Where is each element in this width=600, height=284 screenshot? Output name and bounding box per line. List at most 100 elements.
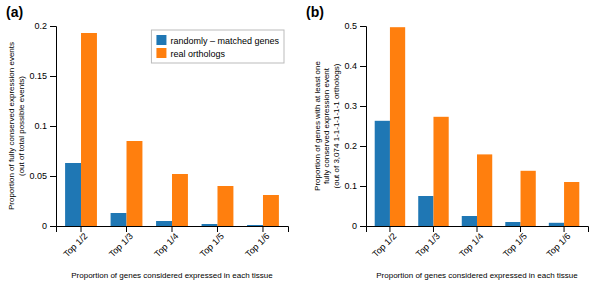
x-tick: Top 1/6	[545, 226, 573, 259]
legend-box	[151, 30, 284, 63]
bar	[127, 141, 143, 226]
y-tick-mark	[50, 176, 56, 177]
x-tick: Top 1/5	[501, 226, 529, 259]
x-tick-label: Top 1/3	[414, 231, 442, 259]
bar	[247, 225, 263, 226]
x-tick-label: Top 1/5	[198, 231, 226, 259]
y-tick: 0.15	[29, 71, 56, 81]
y-tick-label: 0	[42, 221, 47, 231]
y-tick-mark	[360, 106, 366, 107]
y-axis-title-line: (out of 3,074 1-1-1-1-1-1 orthologs)	[332, 63, 341, 188]
x-tick-label: Top 1/6	[545, 231, 573, 259]
panel: 00.050.10.150.2Top 1/2Top 1/3Top 1/4Top …	[6, 4, 289, 280]
bar	[263, 195, 279, 226]
bar	[462, 216, 477, 226]
y-tick-mark	[360, 226, 366, 227]
y-tick-label: 0.05	[29, 171, 47, 181]
y-tick-mark	[360, 26, 366, 27]
bar	[202, 224, 218, 226]
bar	[156, 221, 172, 226]
y-tick-label: 0.1	[34, 121, 47, 131]
y-tick: 0	[352, 221, 366, 231]
y-tick-label: 0.3	[344, 101, 357, 111]
y-tick-mark	[50, 126, 56, 127]
bar-series	[390, 27, 579, 226]
y-tick-mark	[360, 66, 366, 67]
x-tick: Top 1/4	[152, 226, 180, 259]
y-tick-label: 0.4	[344, 61, 357, 71]
y-axis-title-line: Proportion of genes with at least one	[313, 61, 322, 191]
legend-label: randomly – matched genes	[170, 36, 279, 46]
x-tick: Top 1/2	[370, 226, 398, 259]
y-tick: 0	[42, 221, 56, 231]
bar	[433, 117, 448, 226]
x-tick-label: Top 1/3	[107, 231, 135, 259]
x-axis-title: Proportion of genes considered expressed…	[71, 271, 273, 280]
y-tick: 0.1	[344, 181, 366, 191]
y-tick-label: 0.15	[29, 71, 47, 81]
bars	[375, 27, 580, 226]
bar	[81, 33, 97, 226]
y-tick-label: 0.5	[344, 21, 357, 31]
x-tick-label: Top 1/6	[243, 231, 271, 259]
x-axis-title: Proportion of genes considered expressed…	[376, 271, 578, 280]
x-tick-label: Top 1/4	[152, 231, 180, 259]
panel-title: (a)	[6, 4, 23, 20]
panel: 00.10.20.30.40.5Top 1/2Top 1/3Top 1/4Top…	[306, 4, 589, 280]
bar	[375, 121, 390, 226]
y-axis: 0 0.1 0.2 0.3 0.4 0.5	[344, 21, 366, 231]
legend: randomly – matched genes real orthologs	[151, 30, 284, 63]
y-tick: 0.2	[344, 141, 366, 151]
y-tick: 0.5	[344, 21, 366, 31]
y-tick: 0.4	[344, 61, 366, 71]
y-axis-line	[50, 27, 57, 227]
bar	[505, 222, 520, 226]
legend-swatch	[156, 48, 166, 58]
figure: 00.050.10.150.2Top 1/2Top 1/3Top 1/4Top …	[0, 0, 600, 284]
bar	[172, 174, 188, 226]
x-axis: Top 1/2 Top 1/3 Top 1/4 Top 1/5 Top 1/6	[57, 226, 289, 259]
x-tick-label: Top 1/5	[501, 231, 529, 259]
y-tick-label: 0.1	[344, 181, 357, 191]
y-axis-title: Proportion of genes with at least oneful…	[313, 61, 341, 191]
y-axis-title: Proportion of fully conserved expression…	[7, 42, 26, 210]
y-tick-label: 0.2	[344, 141, 357, 151]
legend-item: randomly – matched genes	[156, 35, 279, 46]
panel-title: (b)	[306, 4, 324, 20]
y-tick-mark	[50, 76, 56, 77]
x-axis: Top 1/2 Top 1/3 Top 1/4 Top 1/5 Top 1/6	[367, 226, 589, 259]
bar	[111, 213, 127, 226]
y-tick-mark	[360, 146, 366, 147]
y-tick-mark	[50, 26, 56, 27]
bar	[65, 163, 81, 226]
bar	[477, 154, 492, 226]
y-axis-title-line: fully conserved expression event	[322, 67, 331, 184]
y-axis-title-line: (out of total possible events)	[17, 76, 26, 176]
y-tick: 0.05	[29, 171, 56, 181]
y-tick-mark	[50, 226, 56, 227]
x-tick-label: Top 1/4	[457, 231, 485, 259]
x-tick-label: Top 1/2	[370, 231, 398, 259]
y-axis-line	[360, 27, 367, 227]
y-tick: 0.2	[34, 21, 56, 31]
x-tick: Top 1/4	[457, 226, 485, 259]
x-tick-label: Top 1/2	[61, 231, 89, 259]
x-tick: Top 1/2	[61, 226, 89, 259]
bar	[549, 223, 564, 226]
bar	[521, 171, 536, 226]
y-tick: 0.3	[344, 101, 366, 111]
y-tick: 0.1	[34, 121, 56, 131]
y-tick-mark	[360, 186, 366, 187]
x-tick: Top 1/6	[243, 226, 271, 259]
x-tick: Top 1/5	[198, 226, 226, 259]
bar	[564, 182, 579, 226]
x-tick: Top 1/3	[107, 226, 135, 259]
y-axis-title-line: Proportion of fully conserved expression…	[7, 42, 16, 210]
bar	[390, 27, 405, 226]
bar	[418, 196, 433, 226]
x-tick: Top 1/3	[414, 226, 442, 259]
legend-label: real orthologs	[170, 49, 225, 59]
bar	[217, 186, 233, 226]
legend-swatch	[156, 35, 166, 45]
legend-item: real orthologs	[156, 48, 225, 59]
